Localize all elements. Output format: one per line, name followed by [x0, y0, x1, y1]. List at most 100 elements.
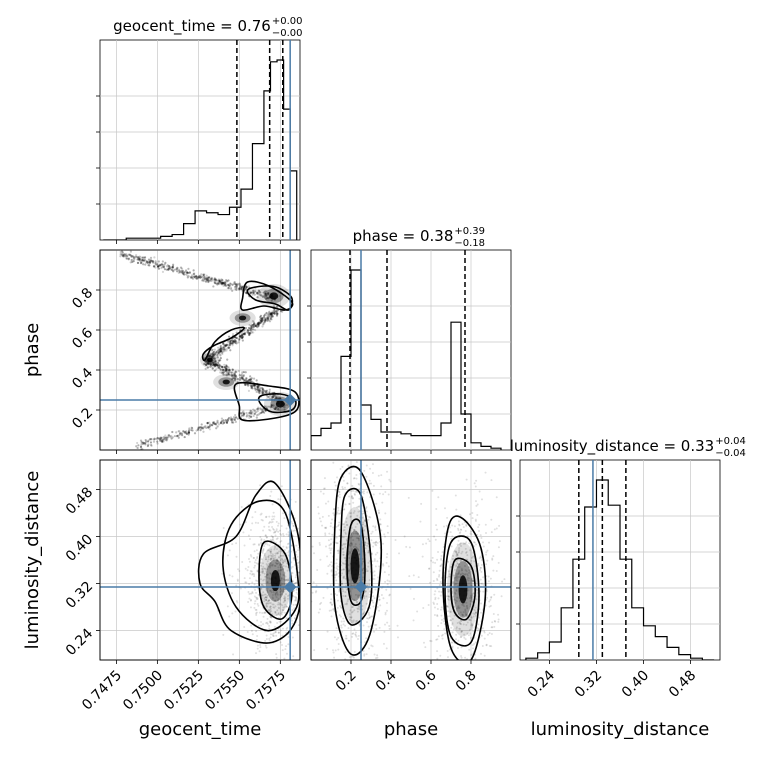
scatter-point [281, 560, 284, 563]
scatter-point [185, 430, 188, 433]
scatter-point [285, 645, 288, 648]
scatter-point [465, 605, 468, 608]
scatter-point [454, 599, 457, 602]
scatter-point [338, 534, 341, 537]
scatter-point [335, 536, 338, 539]
scatter-point [249, 332, 252, 335]
scatter-point [221, 350, 224, 354]
scatter-point [449, 619, 452, 622]
scatter-point [355, 454, 357, 456]
scatter-point [132, 256, 135, 259]
scatter-point [259, 646, 262, 649]
scatter-point [270, 669, 272, 671]
scatter-point [466, 535, 469, 538]
scatter-point [456, 553, 459, 556]
scatter-point [447, 588, 450, 591]
scatter-point [225, 284, 228, 287]
scatter-point [215, 364, 219, 367]
scatter-point [294, 500, 297, 503]
scatter-point [122, 253, 125, 257]
scatter-point [223, 283, 226, 286]
scatter-point [146, 444, 149, 448]
scatter-point [220, 420, 223, 423]
scatter-point [461, 550, 464, 553]
scatter-point [439, 564, 442, 567]
scatter-point [341, 547, 344, 550]
title-sub: −0.04 [715, 448, 746, 459]
contour-line [258, 540, 293, 620]
scatter-point [223, 344, 226, 347]
scatter-point [216, 356, 219, 359]
scatter-point [233, 339, 236, 343]
scatter-point [259, 291, 262, 294]
scatter-point [276, 309, 279, 312]
scatter-point [304, 573, 306, 575]
scatter-point [324, 545, 327, 548]
scatter-point [326, 587, 329, 590]
scatter-point [345, 634, 348, 637]
scatter-point [265, 638, 268, 641]
scatter-point [213, 278, 216, 281]
scatter-point [214, 278, 218, 282]
scatter-point [267, 562, 270, 565]
scatter-point [265, 292, 268, 295]
scatter-point [148, 264, 151, 267]
scatter-point [214, 279, 217, 283]
scatter-point [256, 388, 259, 391]
scatter-point [270, 395, 273, 398]
scatter-point [280, 577, 283, 580]
scatter-point [286, 626, 289, 629]
scatter-point [270, 299, 273, 302]
scatter-point [254, 608, 257, 611]
scatter-point [164, 436, 167, 440]
scatter-point [371, 615, 374, 618]
scatter-point [261, 567, 264, 570]
scatter-point [159, 264, 162, 267]
scatter-point [419, 520, 422, 523]
scatter-point [354, 695, 356, 697]
scatter-point [342, 568, 345, 571]
scatter-point [277, 522, 280, 525]
scatter-point [434, 598, 437, 601]
scatter-point [338, 590, 341, 593]
scatter-point [202, 273, 205, 277]
scatter-point [432, 603, 435, 606]
scatter-point [282, 545, 285, 548]
scatter-point [180, 432, 183, 435]
scatter-point [257, 321, 261, 324]
scatter-point [269, 312, 272, 315]
scatter-point [158, 263, 162, 266]
scatter-point [153, 256, 156, 259]
scatter-point [282, 512, 285, 515]
scatter-point [340, 630, 343, 633]
scatter-point [262, 547, 265, 550]
scatter-point [255, 609, 258, 612]
scatter-point [308, 520, 310, 522]
scatter-point [266, 293, 269, 296]
scatter-point [264, 516, 267, 519]
scatter-point [266, 317, 270, 320]
scatter-point [135, 255, 138, 259]
scatter-point [268, 565, 271, 568]
scatter-point [459, 628, 462, 631]
scatter-point [356, 514, 359, 517]
scatter-point [273, 311, 276, 314]
scatter-point [225, 365, 228, 368]
scatter-point [199, 276, 202, 279]
scatter-point [348, 543, 351, 546]
scatter-point [271, 563, 274, 566]
scatter-point [320, 601, 323, 604]
scatter-point [451, 641, 454, 644]
scatter-point [221, 368, 224, 372]
scatter-point [141, 256, 144, 259]
scatter-point [284, 575, 287, 578]
scatter-point [272, 511, 275, 514]
scatter-point [154, 262, 157, 265]
scatter-point [482, 584, 485, 587]
scatter-point [475, 543, 478, 546]
scatter-point [462, 662, 464, 664]
scatter-point [444, 666, 446, 668]
scatter-point [269, 550, 272, 553]
scatter-point [260, 621, 263, 624]
scatter-point [260, 558, 263, 561]
